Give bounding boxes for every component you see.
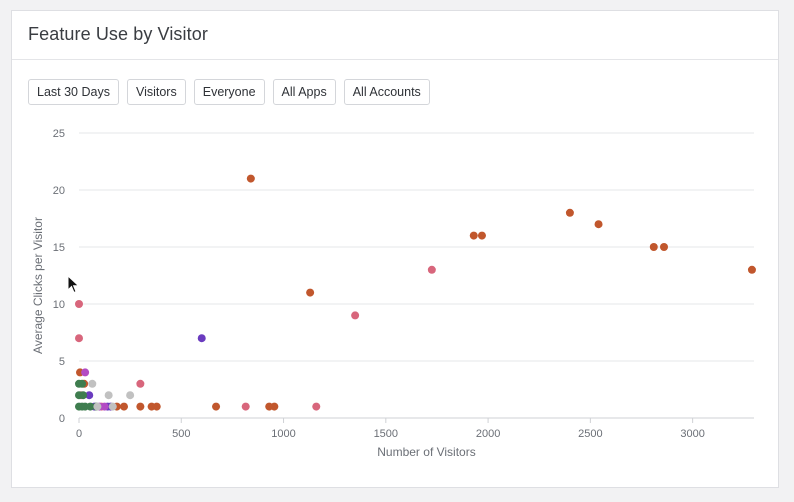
data-point[interactable] xyxy=(75,300,83,308)
apps-filter-button[interactable]: All Apps xyxy=(272,79,336,105)
y-tick-label: 25 xyxy=(53,128,65,140)
data-point[interactable] xyxy=(86,402,95,411)
x-tick-label: 2000 xyxy=(476,428,500,440)
y-tick-label: 15 xyxy=(53,242,65,254)
x-tick-label: 3000 xyxy=(680,428,704,440)
data-point[interactable] xyxy=(88,379,97,388)
card-header: Feature Use by Visitor xyxy=(12,11,778,60)
data-point[interactable] xyxy=(85,391,94,400)
data-point[interactable] xyxy=(270,402,279,411)
y-axis-ticks: 0 5 10 15 20 25 xyxy=(53,128,65,425)
data-point[interactable] xyxy=(351,311,360,320)
data-point[interactable] xyxy=(81,368,90,377)
data-point[interactable] xyxy=(469,231,478,240)
data-point[interactable] xyxy=(565,208,574,217)
x-tick-label: 2500 xyxy=(578,428,602,440)
data-point[interactable] xyxy=(100,402,109,411)
y-tick-label: 5 xyxy=(59,356,65,368)
data-point[interactable] xyxy=(594,220,603,229)
data-point[interactable] xyxy=(197,334,206,343)
data-point[interactable] xyxy=(120,402,128,411)
data-point[interactable] xyxy=(93,402,102,411)
grid-lines xyxy=(79,132,754,419)
card-title: Feature Use by Visitor xyxy=(28,24,208,44)
scatter-chart: 0 5 10 15 20 25 0 500 1000 1500 2000 2500 3000 Numb… xyxy=(31,128,756,459)
x-tick-label: 1000 xyxy=(271,428,295,440)
data-point[interactable] xyxy=(427,265,436,274)
mouse-pointer-icon xyxy=(67,275,80,294)
data-points xyxy=(75,174,756,411)
data-point[interactable] xyxy=(104,391,113,400)
y-tick-label: 20 xyxy=(53,185,65,197)
data-point[interactable] xyxy=(246,174,255,183)
filter-bar: Last 30 Days Visitors Everyone All Apps … xyxy=(28,79,430,105)
accounts-filter-button[interactable]: All Accounts xyxy=(343,79,430,105)
data-point[interactable] xyxy=(212,402,221,411)
segment-filter-button[interactable]: Everyone xyxy=(193,79,265,105)
y-tick-label: 0 xyxy=(59,413,65,425)
x-axis-title: Number of Visitors xyxy=(377,445,475,459)
data-point[interactable] xyxy=(306,288,315,297)
data-point[interactable] xyxy=(79,391,88,400)
visitors-filter-button[interactable]: Visitors xyxy=(126,79,186,105)
data-point[interactable] xyxy=(75,334,83,343)
data-point[interactable] xyxy=(477,231,486,240)
data-point[interactable] xyxy=(312,402,321,411)
feature-use-card: Feature Use by Visitor Last 30 Days Visi… xyxy=(11,10,779,488)
data-point[interactable] xyxy=(660,243,668,251)
y-tick-label: 10 xyxy=(53,299,65,311)
x-tick-label: 500 xyxy=(172,428,190,440)
x-axis-ticks: 0 500 1000 1500 2000 2500 3000 xyxy=(76,418,705,440)
date-range-filter-button[interactable]: Last 30 Days xyxy=(28,79,119,105)
x-tick-label: 1500 xyxy=(374,428,398,440)
x-tick-label: 0 xyxy=(76,428,82,440)
data-point[interactable] xyxy=(136,379,145,388)
data-point[interactable] xyxy=(649,243,658,251)
data-point[interactable] xyxy=(241,402,250,411)
data-point[interactable] xyxy=(108,402,117,411)
data-point[interactable] xyxy=(136,402,145,411)
data-point[interactable] xyxy=(747,265,756,274)
data-point[interactable] xyxy=(126,391,135,400)
y-axis-title: Average Clicks per Visitor xyxy=(31,217,45,354)
data-point[interactable] xyxy=(152,402,161,411)
data-point[interactable] xyxy=(78,379,87,388)
